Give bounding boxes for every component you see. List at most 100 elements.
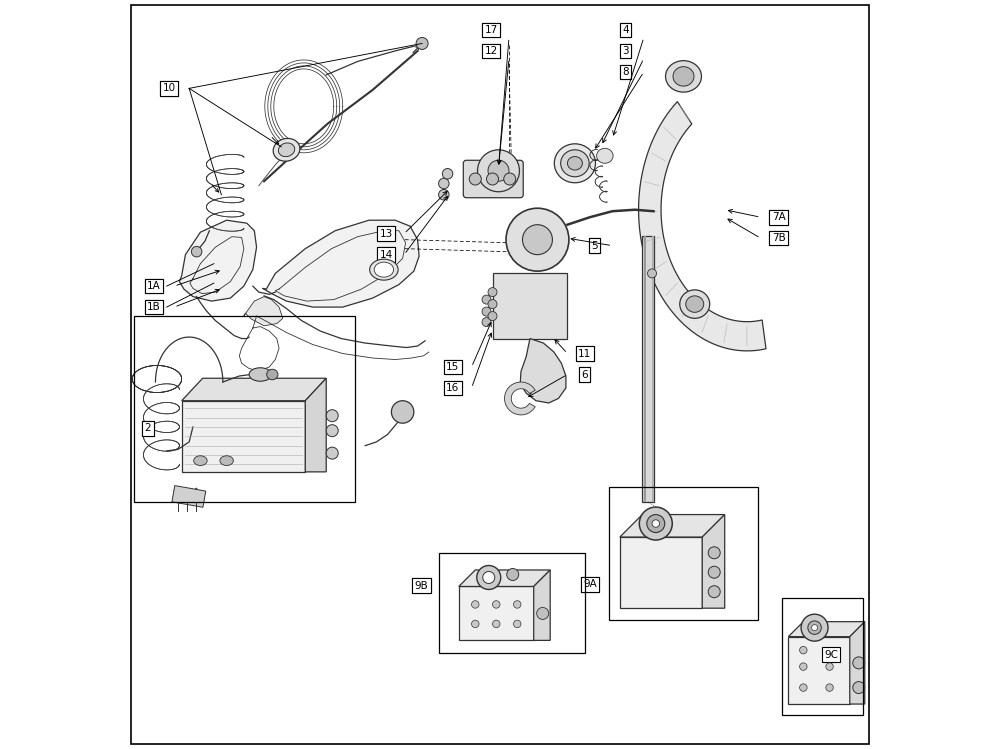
Circle shape: [652, 520, 660, 527]
Text: 8: 8: [623, 67, 629, 77]
Polygon shape: [702, 515, 725, 608]
Circle shape: [504, 173, 516, 185]
Bar: [182, 401, 305, 472]
Text: 15: 15: [446, 362, 459, 372]
Ellipse shape: [220, 455, 233, 465]
Text: 9B: 9B: [414, 580, 428, 591]
Ellipse shape: [666, 61, 701, 92]
Circle shape: [482, 307, 491, 316]
Circle shape: [853, 682, 865, 694]
Text: 15: 15: [446, 362, 459, 372]
Text: 1B: 1B: [147, 302, 161, 312]
Text: 9B: 9B: [414, 580, 428, 591]
Bar: [620, 537, 702, 608]
Polygon shape: [534, 570, 550, 640]
Ellipse shape: [680, 290, 710, 318]
Circle shape: [853, 657, 865, 669]
Text: 1A: 1A: [147, 281, 161, 291]
Polygon shape: [620, 515, 725, 537]
Circle shape: [477, 565, 501, 589]
Circle shape: [472, 620, 479, 628]
Circle shape: [507, 568, 519, 580]
Circle shape: [191, 246, 202, 257]
Circle shape: [708, 586, 720, 598]
Circle shape: [487, 173, 499, 185]
Polygon shape: [263, 220, 419, 307]
Text: 14: 14: [380, 249, 393, 260]
Bar: [439, 553, 585, 653]
Circle shape: [439, 178, 449, 189]
Bar: [134, 316, 355, 502]
Polygon shape: [179, 220, 257, 301]
Circle shape: [639, 507, 672, 540]
Circle shape: [506, 208, 569, 271]
Text: 4: 4: [623, 25, 629, 35]
Polygon shape: [788, 622, 865, 637]
Text: 13: 13: [380, 228, 393, 239]
Ellipse shape: [686, 296, 704, 312]
Circle shape: [483, 571, 495, 583]
Ellipse shape: [374, 262, 394, 277]
Ellipse shape: [249, 368, 272, 381]
Circle shape: [478, 150, 519, 192]
Ellipse shape: [194, 455, 207, 465]
Text: 2: 2: [145, 423, 151, 434]
Circle shape: [391, 401, 414, 423]
Bar: [642, 236, 654, 502]
Text: 7B: 7B: [772, 233, 786, 243]
Bar: [493, 273, 567, 339]
Ellipse shape: [273, 139, 300, 161]
Circle shape: [469, 173, 481, 185]
Circle shape: [800, 663, 807, 670]
Polygon shape: [305, 378, 326, 472]
Text: 1A: 1A: [147, 281, 161, 291]
Text: 17: 17: [484, 25, 498, 35]
Text: 11: 11: [578, 348, 591, 359]
Text: 11: 11: [578, 348, 591, 359]
Circle shape: [808, 621, 821, 634]
Text: 9C: 9C: [824, 649, 838, 660]
Text: 4: 4: [623, 25, 629, 35]
Circle shape: [800, 684, 807, 691]
Text: 7A: 7A: [772, 212, 786, 222]
Bar: [459, 586, 534, 640]
Bar: [172, 485, 206, 507]
Ellipse shape: [326, 425, 338, 437]
Text: 10: 10: [162, 83, 176, 94]
Text: 3: 3: [623, 46, 629, 56]
Text: 12: 12: [484, 46, 498, 56]
Ellipse shape: [370, 259, 398, 280]
Polygon shape: [505, 382, 535, 415]
Circle shape: [647, 515, 665, 533]
Circle shape: [826, 684, 833, 691]
Circle shape: [800, 646, 807, 654]
Text: 17: 17: [484, 25, 498, 35]
Text: 12: 12: [484, 46, 498, 56]
Circle shape: [442, 169, 453, 179]
Circle shape: [537, 607, 549, 619]
Ellipse shape: [561, 150, 589, 177]
Polygon shape: [850, 622, 865, 704]
Polygon shape: [639, 102, 766, 351]
Ellipse shape: [673, 67, 694, 86]
Circle shape: [488, 300, 497, 309]
Text: 9A: 9A: [583, 579, 597, 589]
Circle shape: [472, 601, 479, 608]
FancyBboxPatch shape: [463, 160, 523, 198]
Polygon shape: [244, 297, 283, 326]
Circle shape: [482, 295, 491, 304]
Text: 1B: 1B: [147, 302, 161, 312]
Text: 7B: 7B: [772, 233, 786, 243]
Circle shape: [439, 189, 449, 200]
Ellipse shape: [326, 410, 338, 422]
Circle shape: [416, 37, 428, 49]
Text: 13: 13: [380, 228, 393, 239]
Bar: [788, 637, 850, 704]
Polygon shape: [182, 378, 326, 401]
Ellipse shape: [326, 447, 338, 459]
Text: 9C: 9C: [824, 649, 838, 660]
Text: 9A: 9A: [583, 579, 597, 589]
Circle shape: [482, 318, 491, 327]
Text: 2: 2: [145, 423, 151, 434]
Ellipse shape: [567, 157, 582, 170]
